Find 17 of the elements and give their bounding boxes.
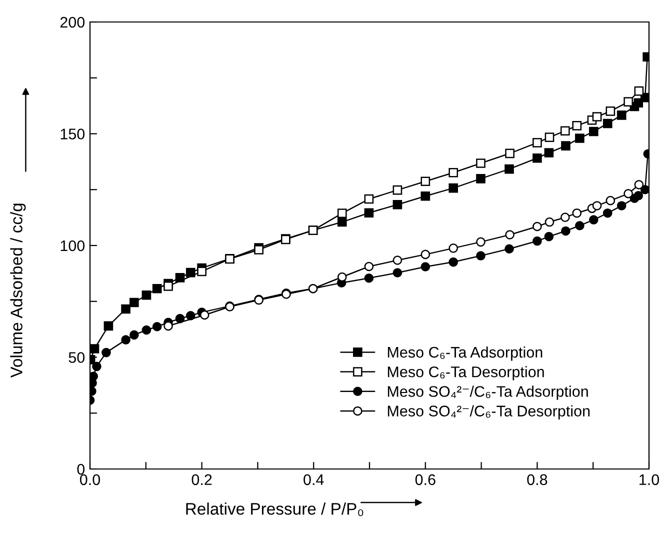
legend-label: Meso C₆-Ta Adsorption [388,346,542,361]
y-tick-label: 150 [60,128,85,140]
legend-label: Meso C₆-Ta Desorption [388,366,544,380]
x-tick-label: 0.6 [415,474,436,486]
x-tick-label: 1.0 [640,474,660,486]
legend-label: Meso SO₄²⁻/C₆-Ta Desorption [388,405,590,420]
x-axis-title: Relative Pressure / P/P₀ [186,502,364,516]
y-tick-label: 50 [68,352,85,363]
y-tick-label: 100 [60,240,85,252]
x-tick-label: 0.4 [304,474,324,486]
y-tick-label: 200 [60,16,85,28]
y-tick-label: 0 [77,464,85,475]
x-tick-label: 0.2 [192,474,212,486]
x-tick-label: 0.8 [527,474,548,486]
legend-label: Meso SO₄²⁻/C₆-Ta Adsorption [388,386,588,400]
x-tick-label: 0.0 [80,474,100,486]
y-axis-title: Volume Adsorbed / cc/g [10,204,26,378]
